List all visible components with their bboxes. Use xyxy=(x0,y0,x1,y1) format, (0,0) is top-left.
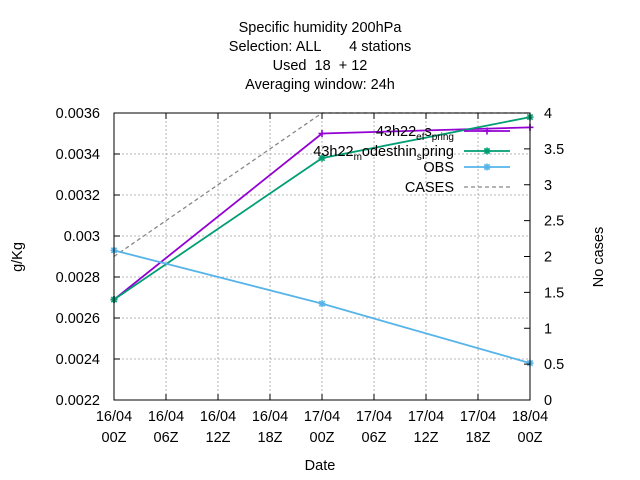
data-point xyxy=(318,154,326,162)
y2-tick-label: 1 xyxy=(544,321,552,337)
legend-label: 43h22efspring xyxy=(376,124,454,143)
title-line-2: Selection: ALL 4 stations xyxy=(229,39,411,55)
title-line-3: Used 18 + 12 xyxy=(273,58,368,74)
y2-tick-label: 2 xyxy=(544,250,552,266)
x-tick-label-hour: 06Z xyxy=(362,430,387,446)
x-axis-label: Date xyxy=(305,458,336,474)
y2-tick-label: 3 xyxy=(544,178,552,194)
legend-entry: CASES xyxy=(405,180,510,196)
data-point xyxy=(483,127,491,135)
x-tick-label-hour: 18Z xyxy=(466,430,491,446)
data-point xyxy=(318,130,326,137)
y2-axis: 0 0.5 1 1.5 2 2.5 3 3.5 4 xyxy=(524,106,564,409)
y2-tick-label: 1.5 xyxy=(544,285,564,301)
legend-entry: 43h22efspring xyxy=(376,124,510,143)
x-tick-label-date: 16/04 xyxy=(148,409,184,425)
chart-title: Specific humidity 200hPa Selection: ALL … xyxy=(229,20,411,93)
y-tick-label: 0.0024 xyxy=(56,352,100,368)
y-tick-label: 0.0032 xyxy=(56,188,100,204)
y-tick-label: 0.003 xyxy=(64,229,100,245)
x-tick-label-date: 16/04 xyxy=(96,409,132,425)
x-tick-label-date: 17/04 xyxy=(460,409,496,425)
grid xyxy=(114,113,530,400)
x-tick-label-date: 16/04 xyxy=(200,409,236,425)
x-tick-label-hour: 00Z xyxy=(518,430,543,446)
y-tick-label: 0.0034 xyxy=(56,147,100,163)
x-tick-label-hour: 00Z xyxy=(102,430,127,446)
x-axis: 16/04 00Z 16/04 06Z 16/04 12Z 16/04 18Z 17/04 00Z… xyxy=(96,113,548,446)
x-tick-label-date: 17/04 xyxy=(408,409,444,425)
legend-entry: OBS xyxy=(423,160,510,176)
y-tick-label: 0.0036 xyxy=(56,106,100,122)
legend-label: 43h22modesthinspring xyxy=(313,144,454,163)
x-tick-label-date: 17/04 xyxy=(356,409,392,425)
y2-tick-label: 4 xyxy=(544,106,552,122)
legend-label: OBS xyxy=(423,160,454,176)
x-tick-label-date: 18/04 xyxy=(512,409,548,425)
x-tick-label-date: 16/04 xyxy=(252,409,288,425)
y-tick-label: 0.0026 xyxy=(56,311,100,327)
series-obs xyxy=(110,246,534,367)
y-tick-label: 0.0022 xyxy=(56,393,100,409)
x-tick-label-date: 17/04 xyxy=(304,409,340,425)
data-point xyxy=(483,147,491,155)
legend-label: CASES xyxy=(405,180,454,196)
y2-tick-label: 3.5 xyxy=(544,142,564,158)
title-line-1: Specific humidity 200hPa xyxy=(239,20,403,36)
y-axis-label: g/Kg xyxy=(10,242,26,272)
y-axis: 0.0022 0.0024 0.0026 0.0028 0.003 0.0032 0.003… xyxy=(56,106,120,409)
x-tick-label-hour: 18Z xyxy=(258,430,283,446)
y-tick-label: 0.0028 xyxy=(56,270,100,286)
y2-tick-label: 2.5 xyxy=(544,214,564,230)
data-point xyxy=(318,300,326,308)
x-tick-label-hour: 06Z xyxy=(154,430,179,446)
data-point xyxy=(483,163,491,171)
x-tick-label-hour: 12Z xyxy=(206,430,231,446)
legend-entry: 43h22modesthinspring xyxy=(313,144,510,163)
x-tick-label-hour: 12Z xyxy=(414,430,439,446)
x-tick-label-hour: 00Z xyxy=(310,430,335,446)
y2-tick-label: 0 xyxy=(544,393,552,409)
y2-axis-label: No cases xyxy=(591,227,607,287)
y2-tick-label: 0.5 xyxy=(544,357,564,373)
title-line-4: Averaging window: 24h xyxy=(245,77,395,93)
